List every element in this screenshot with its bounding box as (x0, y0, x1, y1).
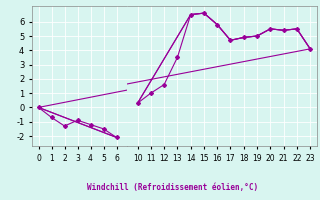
Text: Windchill (Refroidissement éolien,°C): Windchill (Refroidissement éolien,°C) (87, 183, 258, 192)
